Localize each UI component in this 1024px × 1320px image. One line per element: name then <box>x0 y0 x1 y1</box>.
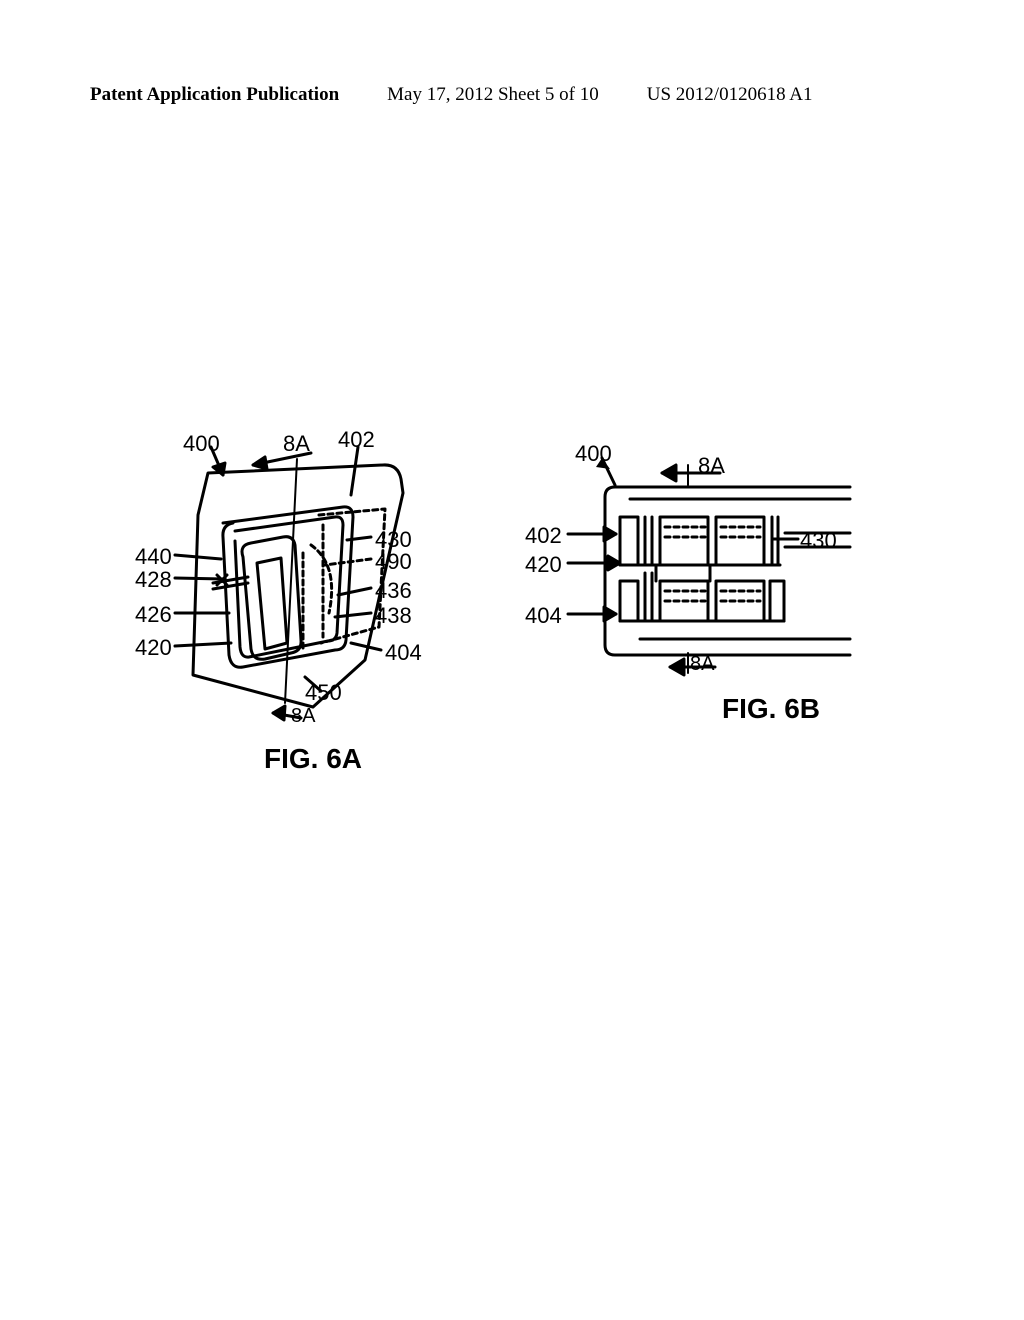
section-8a-top-b: 8A <box>698 453 725 479</box>
ref-402b: 402 <box>525 523 562 549</box>
figure-6a: 400 8A 402 430 490 436 438 404 450 8A 44… <box>153 445 473 775</box>
fig6a-caption: FIG. 6A <box>153 743 473 775</box>
ref-490: 490 <box>375 549 412 575</box>
ref-400b: 400 <box>575 441 612 467</box>
ref-428: 428 <box>135 567 172 593</box>
ref-420b: 420 <box>525 552 562 578</box>
patent-header: Patent Application Publication May 17, 2… <box>0 84 1024 106</box>
ref-402: 402 <box>338 427 375 453</box>
publication-type: Patent Application Publication <box>90 84 339 106</box>
date-and-sheet: May 17, 2012 Sheet 5 of 10 <box>387 84 599 106</box>
ref-430b: 430 <box>800 528 837 554</box>
section-8a-top: 8A <box>283 431 310 457</box>
fig6b-caption: FIG. 6B <box>520 693 860 725</box>
ref-404b: 404 <box>525 603 562 629</box>
ref-426: 426 <box>135 602 172 628</box>
ref-436: 436 <box>375 578 412 604</box>
ref-450: 450 <box>305 680 342 706</box>
fig6b-drawing <box>520 455 860 685</box>
figure-6b: 400 8A 402 420 404 430 8A <box>520 455 860 725</box>
ref-420: 420 <box>135 635 172 661</box>
ref-438: 438 <box>375 603 412 629</box>
publication-number: US 2012/0120618 A1 <box>647 84 813 106</box>
section-8a-bottom-b: 8A <box>690 653 714 676</box>
section-8a-bottom: 8A <box>291 705 315 728</box>
ref-400: 400 <box>183 431 220 457</box>
ref-404: 404 <box>385 640 422 666</box>
